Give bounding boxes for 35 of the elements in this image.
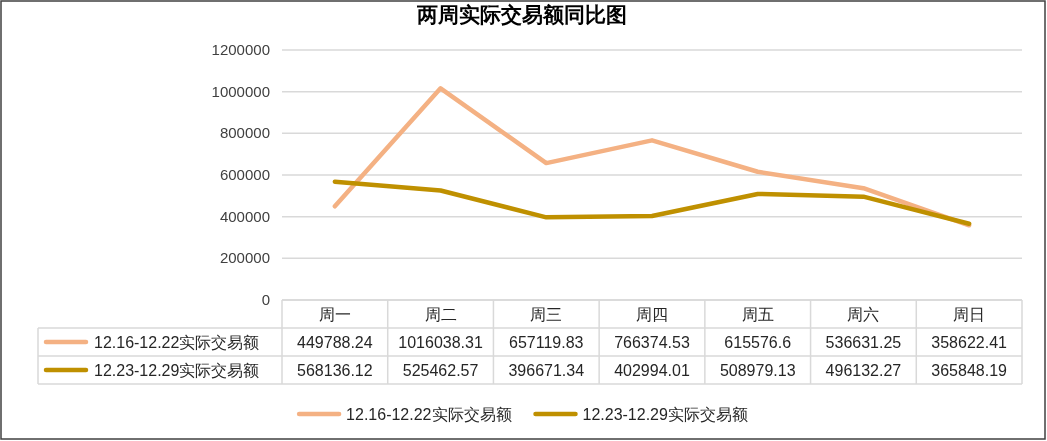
y-tick-label: 1200000 (211, 41, 270, 58)
legend-label: 12.23-12.29实际交易额 (94, 362, 260, 379)
y-tick-label: 800000 (219, 124, 270, 142)
data-label: 402994.01 (614, 362, 690, 379)
line-series (332, 179, 972, 227)
x-tick-label: 周一 (318, 306, 351, 323)
data-label: 568136.12 (297, 362, 373, 379)
data-label: 358622.41 (931, 334, 1008, 351)
data-label: 365848.19 (931, 362, 1008, 379)
y-tick-label: 1000000 (211, 82, 270, 100)
data-label: 508979.13 (719, 362, 796, 379)
y-tick-label: 600000 (219, 166, 270, 183)
data-label: 396671.34 (508, 362, 585, 379)
data-label: 615576.6 (724, 334, 792, 351)
text: 12.16-12.22实际交易额 (346, 406, 512, 423)
data-label: 766374.53 (614, 334, 690, 351)
data-label: 496132.27 (825, 362, 902, 379)
data-label: 657119.83 (509, 334, 584, 351)
line-series (332, 86, 972, 228)
x-tick-label: 周四 (636, 306, 668, 323)
x-tick-label: 周六 (847, 306, 880, 323)
y-tick-label: 0 (261, 291, 270, 308)
x-tick-label: 周五 (741, 306, 774, 323)
data-label: 525462.57 (402, 362, 479, 379)
x-tick-label: 周二 (424, 306, 457, 323)
data-label: 1016038.31 (398, 334, 483, 351)
data-label: 536631.25 (825, 334, 902, 351)
x-tick-label: 周三 (530, 306, 563, 323)
y-tick-label: 200000 (219, 249, 270, 267)
x-tick-label: 周日 (953, 306, 986, 323)
text: 12.23-12.29实际交易额 (582, 406, 748, 423)
data-label: 449788.24 (297, 334, 373, 351)
y-tick-label: 400000 (219, 207, 270, 225)
legend-label: 12.16-12.22实际交易额 (94, 334, 260, 351)
chart-title: 两周实际交易额同比图 (416, 3, 627, 27)
